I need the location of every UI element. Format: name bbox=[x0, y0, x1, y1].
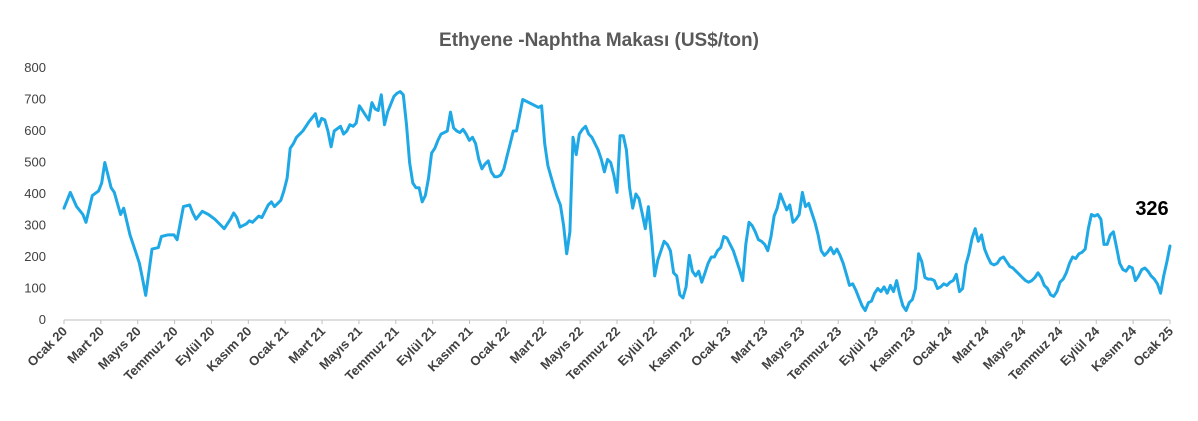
y-tick-label: 500 bbox=[24, 155, 46, 170]
y-tick-label: 800 bbox=[24, 60, 46, 75]
series-line bbox=[62, 90, 1172, 313]
y-tick-label: 700 bbox=[24, 92, 46, 107]
y-tick-label: 600 bbox=[24, 123, 46, 138]
y-axis: 0 100 200 300 400 500 600 700 800 bbox=[24, 60, 46, 327]
y-tick-label: 300 bbox=[24, 218, 46, 233]
series-group bbox=[62, 90, 1172, 313]
x-tick-label: Ocak 21 bbox=[245, 324, 291, 370]
x-tick-label: Ocak 23 bbox=[688, 324, 734, 370]
x-tick-label: Ocak 20 bbox=[24, 324, 70, 370]
x-tick-label: Ocak 22 bbox=[467, 324, 513, 370]
y-tick-label: 200 bbox=[24, 249, 46, 264]
x-tick-label: Ocak 24 bbox=[909, 323, 955, 369]
last-value-callout: 326 bbox=[1135, 198, 1168, 220]
y-tick-label: 100 bbox=[24, 281, 46, 296]
chart-title: Ethyene -Naphtha Makası (US$/ton) bbox=[439, 30, 759, 51]
y-tick-label: 400 bbox=[24, 186, 46, 201]
x-tick-label: Ocak 25 bbox=[1130, 324, 1176, 370]
y-tick-label: 0 bbox=[39, 312, 46, 327]
